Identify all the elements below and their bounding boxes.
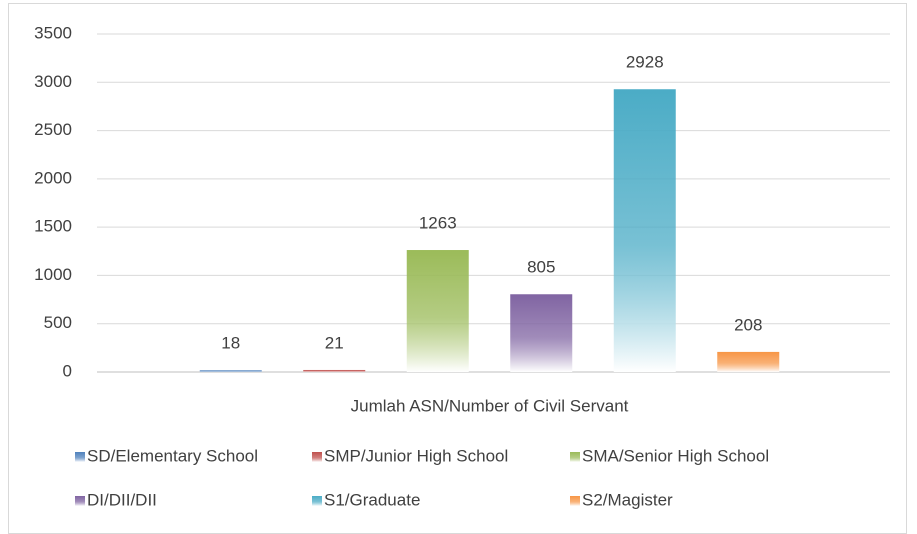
- y-tick-label: 3000: [34, 72, 72, 91]
- legend-label: S2/Magister: [582, 490, 673, 509]
- x-tick-label: Jumlah ASN/Number of Civil Servant: [351, 396, 629, 415]
- y-tick-label: 0: [63, 361, 72, 380]
- y-tick-label: 1000: [34, 265, 72, 284]
- legend-swatch: [312, 496, 322, 506]
- y-tick-label: 1500: [34, 217, 72, 236]
- y-tick-label: 3500: [34, 23, 72, 42]
- bar: [406, 250, 469, 372]
- bar: [717, 351, 780, 372]
- legend-swatch: [75, 452, 85, 462]
- data-label: 2928: [626, 53, 664, 72]
- data-label: 805: [527, 258, 555, 277]
- legend-label: DI/DII/DII: [87, 490, 157, 509]
- y-tick-label: 500: [44, 313, 72, 332]
- data-label: 1263: [419, 214, 457, 233]
- y-tick-label: 2000: [34, 168, 72, 187]
- y-tick-label: 2500: [34, 120, 72, 139]
- legend-swatch: [75, 496, 85, 506]
- bar: [613, 89, 676, 372]
- legend-swatch: [312, 452, 322, 462]
- data-label: 21: [325, 333, 344, 352]
- bar: [303, 369, 366, 372]
- legend-label: SMP/Junior High School: [324, 446, 508, 465]
- data-label: 208: [734, 315, 762, 334]
- bar: [510, 294, 573, 372]
- data-label: 18: [221, 334, 240, 353]
- legend-swatch: [570, 452, 580, 462]
- legend-swatch: [570, 496, 580, 506]
- legend-label: S1/Graduate: [324, 490, 420, 509]
- bar: [199, 370, 262, 372]
- legend-label: SMA/Senior High School: [582, 446, 769, 465]
- legend-label: SD/Elementary School: [87, 446, 258, 465]
